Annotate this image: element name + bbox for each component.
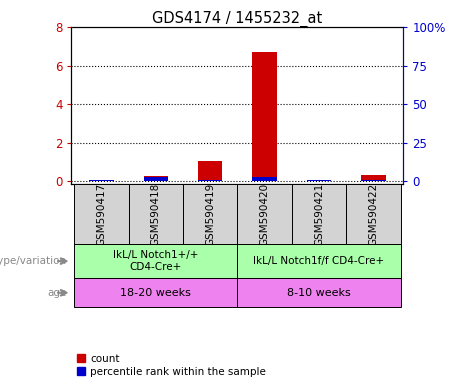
Text: GSM590420: GSM590420: [260, 182, 270, 246]
Bar: [307, 180, 331, 181]
Bar: [361, 175, 386, 181]
Text: 18-20 weeks: 18-20 weeks: [120, 288, 191, 298]
Bar: [292, 184, 346, 244]
Bar: [74, 244, 237, 278]
Bar: [252, 177, 277, 181]
Bar: [237, 184, 292, 244]
Bar: [237, 278, 401, 307]
Bar: [307, 180, 331, 181]
Bar: [346, 184, 401, 244]
Bar: [129, 184, 183, 244]
Text: age: age: [47, 288, 67, 298]
Bar: [89, 180, 113, 181]
Text: GSM590422: GSM590422: [368, 182, 378, 246]
Text: GSM590421: GSM590421: [314, 182, 324, 246]
Bar: [237, 244, 401, 278]
Text: GSM590419: GSM590419: [205, 182, 215, 246]
Text: IkL/L Notch1f/f CD4-Cre+: IkL/L Notch1f/f CD4-Cre+: [254, 256, 384, 266]
Text: genotype/variation: genotype/variation: [0, 256, 67, 266]
Bar: [198, 180, 223, 181]
Text: GSM590417: GSM590417: [96, 182, 106, 246]
Bar: [198, 161, 223, 181]
Bar: [143, 177, 168, 181]
Title: GDS4174 / 1455232_at: GDS4174 / 1455232_at: [152, 11, 323, 27]
Bar: [89, 180, 113, 181]
Bar: [252, 52, 277, 181]
Text: GSM590418: GSM590418: [151, 182, 161, 246]
Text: IkL/L Notch1+/+
CD4-Cre+: IkL/L Notch1+/+ CD4-Cre+: [113, 250, 199, 272]
Legend: count, percentile rank within the sample: count, percentile rank within the sample: [77, 354, 266, 377]
Bar: [183, 184, 237, 244]
Bar: [361, 180, 386, 181]
Bar: [143, 175, 168, 181]
Text: 8-10 weeks: 8-10 weeks: [287, 288, 351, 298]
Bar: [74, 278, 237, 307]
Bar: [74, 184, 129, 244]
